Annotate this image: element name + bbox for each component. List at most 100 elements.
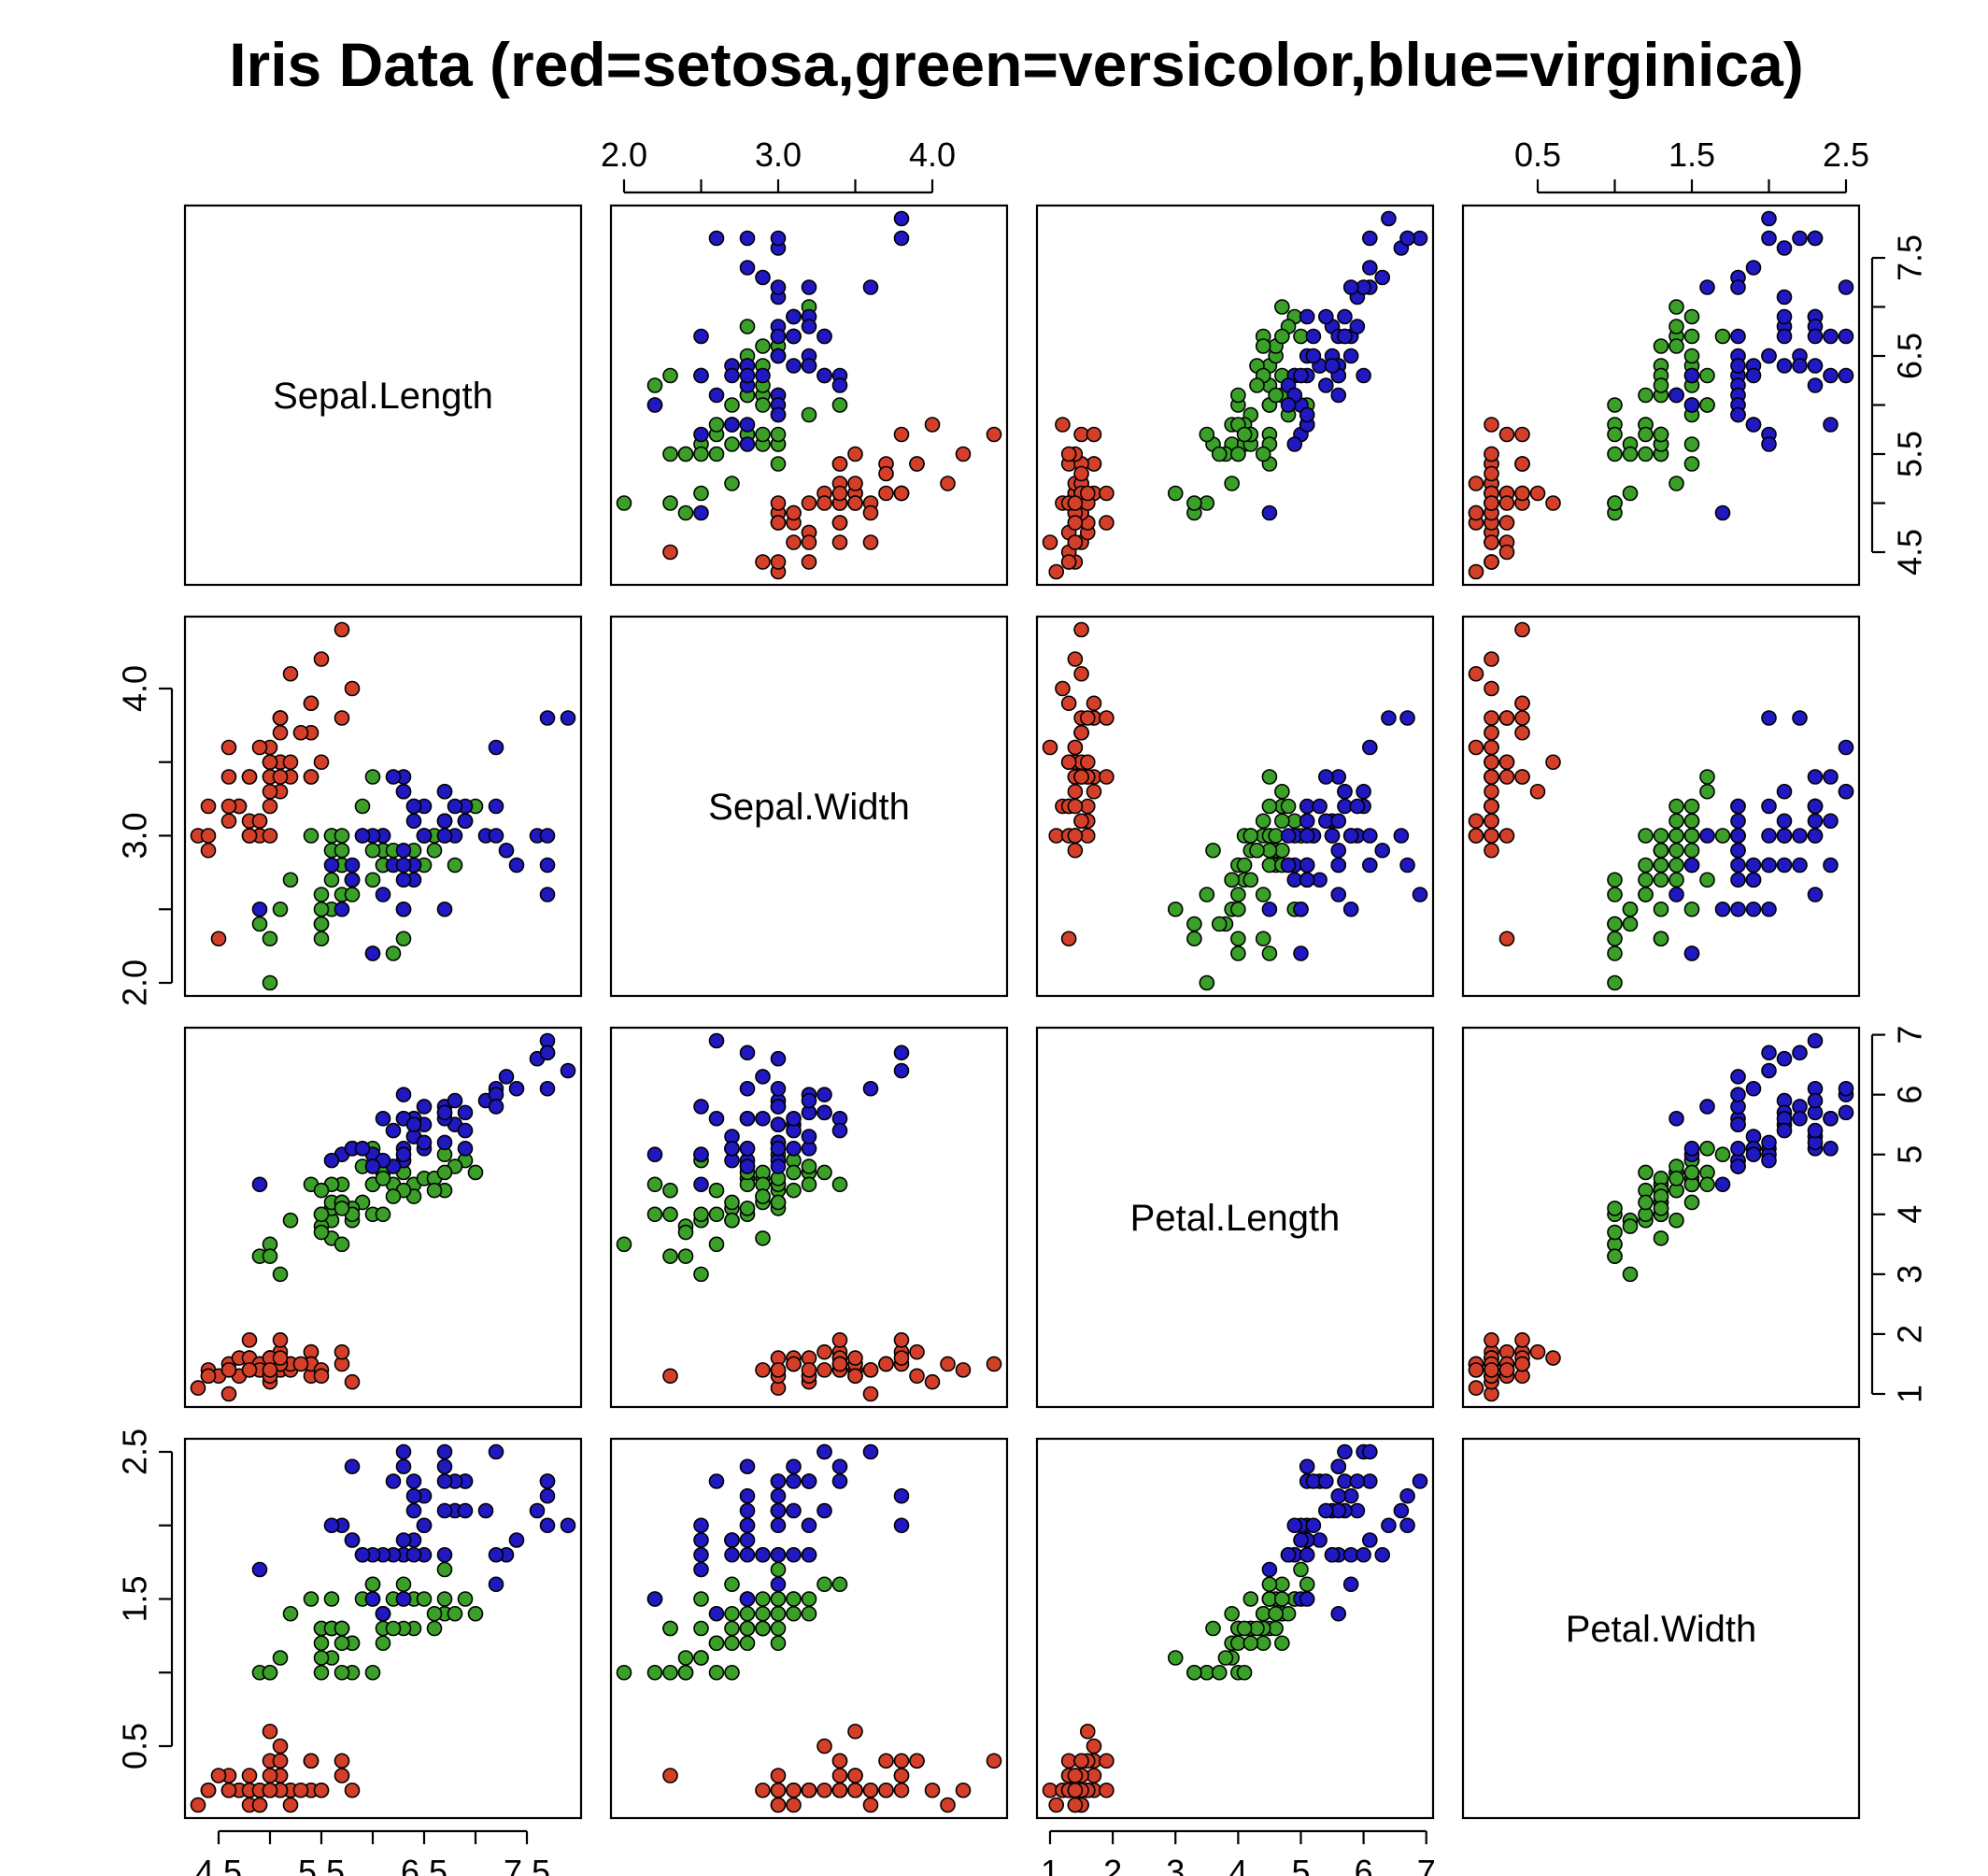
point-virginica <box>693 1517 709 1534</box>
point-virginica <box>1362 739 1378 756</box>
point-virginica <box>508 1080 525 1097</box>
point-setosa <box>862 505 879 521</box>
point-virginica <box>1305 328 1322 345</box>
point-setosa <box>1468 813 1484 830</box>
point-virginica <box>1807 358 1824 374</box>
point-virginica <box>1838 783 1854 800</box>
point-virginica <box>693 505 709 521</box>
point-setosa <box>200 798 217 815</box>
panel-grid: Sepal.Length Sepal.Width Petal.Length Petal… <box>116 135 1929 1876</box>
point-virginica <box>539 828 556 844</box>
point-versicolor <box>364 842 381 859</box>
point-virginica <box>539 1487 556 1504</box>
tick-label: 4 <box>1228 1853 1247 1876</box>
panel-sepal-length-vs-sepal-length: Sepal.Length <box>183 204 583 587</box>
point-setosa <box>1073 813 1089 830</box>
point-virginica <box>395 1443 412 1460</box>
point-virginica <box>786 358 802 374</box>
point-setosa <box>801 554 817 570</box>
point-setosa <box>847 1723 863 1740</box>
point-setosa <box>831 485 848 502</box>
point-versicolor <box>662 1182 678 1199</box>
point-versicolor <box>755 1188 771 1204</box>
point-versicolor <box>770 1591 787 1607</box>
point-virginica <box>539 857 556 874</box>
point-versicolor <box>662 367 678 384</box>
point-versicolor <box>708 1236 725 1253</box>
point-virginica <box>560 710 576 726</box>
point-virginica <box>1374 842 1391 859</box>
point-virginica <box>344 1458 361 1475</box>
point-versicolor <box>1653 901 1669 917</box>
point-virginica <box>1761 348 1777 364</box>
point-versicolor <box>662 1248 678 1264</box>
point-setosa <box>893 1753 910 1769</box>
point-virginica <box>739 1546 756 1563</box>
point-virginica <box>893 1517 910 1534</box>
point-setosa <box>241 1768 258 1784</box>
point-virginica <box>739 1110 756 1127</box>
point-versicolor <box>646 1176 663 1193</box>
point-versicolor <box>708 417 725 433</box>
point-virginica <box>739 230 756 247</box>
point-virginica <box>1330 1605 1347 1622</box>
point-virginica <box>1330 813 1347 830</box>
point-versicolor <box>1268 1605 1284 1622</box>
point-versicolor <box>1607 426 1623 443</box>
point-virginica <box>786 328 802 345</box>
point-setosa <box>200 1368 217 1385</box>
point-setosa <box>1079 1723 1096 1740</box>
point-versicolor <box>313 916 330 932</box>
variable-label-sepal-width: Sepal.Width <box>708 787 910 828</box>
point-setosa <box>1055 417 1071 433</box>
point-virginica <box>364 1158 381 1174</box>
point-setosa <box>262 1723 278 1740</box>
point-virginica <box>539 1045 556 1061</box>
point-versicolor <box>1653 377 1669 393</box>
point-virginica <box>801 319 817 334</box>
point-versicolor <box>467 1605 484 1622</box>
point-virginica <box>1776 783 1793 800</box>
point-virginica <box>1838 1104 1854 1121</box>
point-setosa <box>770 1782 787 1798</box>
point-virginica <box>786 1458 802 1475</box>
x-axis-sepal-width-top: 2.0 3.0 4.0 <box>601 135 956 194</box>
point-virginica <box>831 377 848 393</box>
point-versicolor <box>1622 901 1639 917</box>
point-setosa <box>313 1368 330 1385</box>
point-virginica <box>786 308 802 325</box>
tick-label: 7 <box>1417 1853 1436 1876</box>
point-setosa <box>1099 485 1115 502</box>
point-versicolor <box>1638 446 1654 462</box>
point-setosa <box>847 495 863 511</box>
point-virginica <box>1286 436 1303 452</box>
point-virginica <box>816 1443 832 1460</box>
point-virginica <box>488 798 504 815</box>
point-versicolor <box>1230 901 1246 917</box>
point-versicolor <box>1268 387 1284 404</box>
point-versicolor <box>395 1576 412 1593</box>
point-setosa <box>1484 1332 1499 1348</box>
point-versicolor <box>436 1164 453 1181</box>
point-virginica <box>1792 1110 1808 1127</box>
point-virginica <box>416 1134 433 1151</box>
point-versicolor <box>313 931 330 947</box>
point-setosa <box>1067 1797 1084 1813</box>
point-virginica <box>646 1591 663 1607</box>
point-setosa <box>241 828 258 844</box>
point-versicolor <box>1199 974 1215 991</box>
point-versicolor <box>1199 426 1215 443</box>
point-virginica <box>693 1532 709 1548</box>
point-setosa <box>1498 515 1515 531</box>
point-versicolor <box>1224 1605 1240 1622</box>
point-virginica <box>457 1104 474 1121</box>
tick-label: 6 <box>1355 1853 1373 1876</box>
point-versicolor <box>708 1182 725 1199</box>
point-versicolor <box>1293 1561 1309 1578</box>
point-virginica <box>436 828 453 844</box>
point-virginica <box>405 798 422 815</box>
point-versicolor <box>724 1620 740 1637</box>
point-setosa <box>334 1343 350 1360</box>
tick-label: 4.0 <box>909 135 956 174</box>
point-virginica <box>1776 813 1793 830</box>
